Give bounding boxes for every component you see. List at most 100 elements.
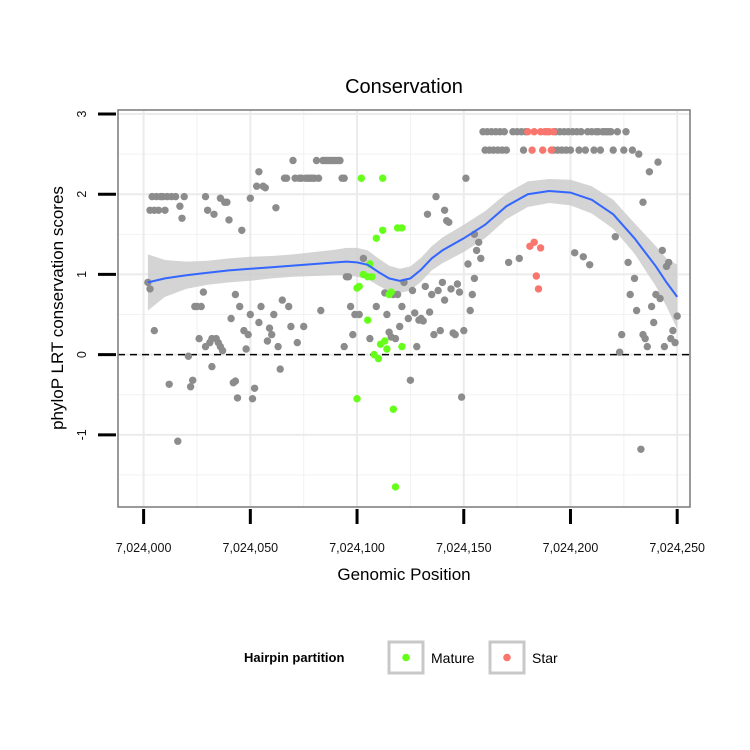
data-point-other xyxy=(223,198,231,206)
data-point-other xyxy=(607,128,615,136)
data-point-other xyxy=(647,302,656,311)
data-point-other xyxy=(233,394,242,402)
data-point-other xyxy=(453,280,462,288)
data-point-other xyxy=(628,146,637,154)
data-point-other xyxy=(447,285,455,293)
smooth-line xyxy=(147,189,679,298)
data-point-other xyxy=(171,192,180,201)
data-point-star xyxy=(539,146,547,154)
legend-label-mature: Mature xyxy=(431,650,475,666)
data-point-other xyxy=(408,286,417,295)
data-point-other xyxy=(596,146,605,154)
data-point-other xyxy=(270,310,278,319)
y-axis-title: phyloP LRT conservation scores xyxy=(48,186,67,430)
data-point-other xyxy=(468,290,476,299)
data-point-other xyxy=(575,146,583,154)
data-point-other xyxy=(336,156,344,165)
data-point-star xyxy=(534,285,543,293)
x-axis-title: Genomic Position xyxy=(337,565,470,584)
data-point-other xyxy=(462,174,470,182)
legend-key-mature xyxy=(387,640,425,675)
data-point-mature xyxy=(379,226,387,234)
data-point-other xyxy=(622,128,630,136)
data-point-other xyxy=(208,362,216,371)
data-point-other xyxy=(312,156,321,165)
data-point-mature xyxy=(355,282,363,291)
x-tick-label: 7,024,250 xyxy=(649,541,705,555)
data-point-mature xyxy=(374,354,383,363)
data-point-other xyxy=(613,128,622,136)
data-point-mature xyxy=(372,234,380,242)
data-point-other xyxy=(641,334,649,343)
x-tick-label: 7,024,150 xyxy=(436,541,492,555)
data-point-mature xyxy=(368,273,376,281)
data-point-other xyxy=(340,174,348,182)
data-point-other xyxy=(650,318,658,327)
legend-marker-star xyxy=(503,653,511,662)
data-point-other xyxy=(673,312,681,320)
data-point-other xyxy=(472,246,481,255)
data-point-star xyxy=(528,146,536,154)
data-point-other xyxy=(639,198,647,206)
data-point-other xyxy=(225,216,233,224)
data-point-other xyxy=(643,342,651,351)
data-point-other xyxy=(261,184,269,192)
data-point-other xyxy=(504,258,513,267)
data-point-other xyxy=(432,192,440,201)
data-point-other xyxy=(624,258,632,267)
data-point-other xyxy=(189,376,197,384)
data-point-other xyxy=(314,174,323,182)
data-point-other xyxy=(178,214,186,222)
data-point-mature xyxy=(364,316,372,324)
data-point-other xyxy=(344,273,353,281)
data-point-other xyxy=(658,246,666,255)
data-point-other xyxy=(146,285,154,293)
data-point-star xyxy=(547,146,555,154)
data-point-other xyxy=(470,274,479,283)
x-tick-label: 7,024,100 xyxy=(329,541,385,555)
data-point-other xyxy=(355,310,363,319)
data-point-other xyxy=(391,334,400,343)
data-point-other xyxy=(359,254,368,263)
data-point-other xyxy=(346,302,355,311)
data-point-star xyxy=(549,128,558,136)
data-point-other xyxy=(349,330,357,339)
data-point-other xyxy=(272,204,280,212)
data-point-other xyxy=(637,445,645,453)
y-tick-label: 2 xyxy=(75,191,89,198)
legend-title: Hairpin partition xyxy=(244,650,344,665)
data-point-other xyxy=(466,306,474,315)
data-point-mature xyxy=(387,288,395,296)
data-point-other xyxy=(669,326,677,335)
data-point-other xyxy=(430,330,438,339)
data-point-other xyxy=(609,146,617,154)
data-point-other xyxy=(161,206,169,214)
data-point-mature xyxy=(357,174,365,182)
x-axis: 7,024,000 7,024,050 7,024,100 7,024,150 7,02… xyxy=(116,509,705,555)
smooth-line-layer xyxy=(147,189,679,298)
data-point-star xyxy=(532,272,540,280)
data-point-other xyxy=(671,338,679,347)
data-point-other xyxy=(248,395,257,403)
data-point-star xyxy=(536,244,545,252)
data-point-mature xyxy=(383,345,391,353)
data-point-other xyxy=(246,310,254,319)
data-point-other xyxy=(434,286,442,295)
data-point-other xyxy=(404,314,412,323)
data-point-other xyxy=(197,302,205,311)
legend-marker-mature xyxy=(402,653,410,662)
data-point-other xyxy=(242,345,250,353)
y-tick-label: 1 xyxy=(75,271,89,278)
data-point-other xyxy=(632,306,641,315)
data-point-other xyxy=(195,334,203,343)
data-point-other xyxy=(210,210,218,218)
data-point-other xyxy=(440,296,449,304)
data-point-other xyxy=(366,334,374,343)
data-point-other xyxy=(626,290,634,299)
data-point-other xyxy=(423,210,432,218)
data-point-other xyxy=(656,294,664,303)
x-tick-label: 7,024,000 xyxy=(116,541,172,555)
data-point-other xyxy=(201,192,210,201)
data-point-other xyxy=(630,274,639,283)
